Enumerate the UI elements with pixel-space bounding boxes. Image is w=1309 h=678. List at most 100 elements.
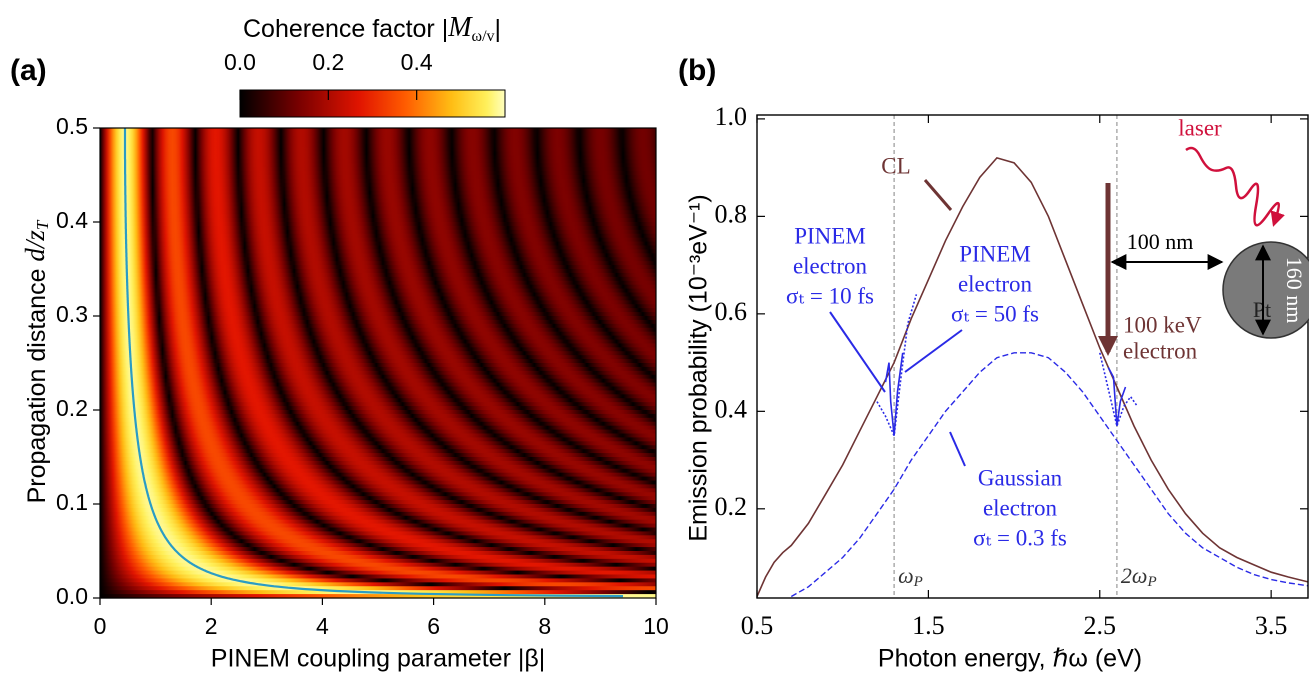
- heatmap-row: [100, 343, 656, 348]
- heatmap-row: [100, 578, 656, 583]
- y-axis-label-symbol: d/z: [20, 230, 50, 262]
- y-tick-label: 0.4: [715, 394, 748, 423]
- annotation-leader: [925, 180, 951, 210]
- heatmap-row: [100, 437, 656, 442]
- gap-label: 100 nm: [1127, 229, 1194, 254]
- marker-subscript: P: [913, 574, 923, 590]
- heatmap-row: [100, 473, 656, 478]
- y-tick-label: 0.5: [56, 113, 88, 139]
- marker-subscript: P: [1146, 574, 1156, 590]
- heatmap-row: [100, 465, 656, 470]
- annotation-leader: [830, 312, 885, 392]
- heatmap-row: [100, 281, 656, 286]
- heatmap-row: [100, 512, 656, 517]
- electron-energy-label: 100 keV: [1123, 312, 1202, 337]
- x-tick-label: 10: [643, 613, 669, 639]
- x-tick-label: 2.5: [1084, 611, 1117, 640]
- heatmap-row: [100, 575, 656, 580]
- heatmap-row: [100, 277, 656, 282]
- colorbar-tick-label: 0.4: [401, 49, 433, 75]
- heatmap-row: [100, 167, 656, 172]
- heatmap-row: [100, 520, 656, 525]
- heatmap-row: [100, 567, 656, 572]
- laser-label: laser: [1178, 115, 1222, 140]
- y-tick-label: 0.4: [56, 207, 88, 233]
- heatmap-row: [100, 289, 656, 294]
- heatmap-row: [100, 492, 656, 497]
- heatmap-row: [100, 582, 656, 587]
- heatmap-row: [100, 528, 656, 533]
- colorbar-tick-label: 0.2: [312, 49, 344, 75]
- heatmap-row: [100, 571, 656, 576]
- heatmap-row: [100, 516, 656, 521]
- heatmap-row: [100, 414, 656, 419]
- heatmap-row: [100, 152, 656, 157]
- heatmap-row: [100, 453, 656, 458]
- y-tick-label: 0.6: [715, 297, 748, 326]
- x-tick-label: 0: [94, 613, 107, 639]
- heatmap-row: [100, 449, 656, 454]
- heatmap-row: [100, 234, 656, 239]
- heatmap-row: [100, 214, 656, 219]
- panel-label: (b): [678, 54, 716, 87]
- heatmap-row: [100, 222, 656, 227]
- heatmap-row: [100, 273, 656, 278]
- laser-wave: [1186, 148, 1279, 225]
- heatmap-row: [100, 383, 656, 388]
- x-tick-label: 4: [316, 613, 329, 639]
- heatmap-row: [100, 328, 656, 333]
- heatmap-row: [100, 312, 656, 317]
- y-axis-label-text: Propagation distance: [23, 262, 51, 504]
- y-tick-label: 0.2: [56, 395, 88, 421]
- colorbar-label-end: |: [495, 15, 502, 43]
- heatmap-row: [100, 351, 656, 356]
- marker-symbol: 2ω: [1121, 563, 1148, 588]
- colorbar-tick-label: 0.0: [224, 49, 256, 75]
- heatmap-row: [100, 132, 656, 137]
- heatmap-row: [100, 367, 656, 372]
- series-annotation: PINEM: [959, 241, 1031, 266]
- heatmap-row: [100, 402, 656, 407]
- heatmap-row: [100, 394, 656, 399]
- heatmap-row: [100, 508, 656, 513]
- heatmap-row: [100, 155, 656, 160]
- y-tick-label: 0.3: [56, 301, 88, 327]
- series-annotation: σₜ = 0.3 fs: [973, 525, 1067, 550]
- y-tick-label: 0.1: [56, 489, 88, 515]
- colorbar-label-symbol: M: [447, 12, 473, 43]
- heatmap-row: [100, 363, 656, 368]
- panel-label: (a): [10, 54, 47, 87]
- heatmap-row: [100, 265, 656, 270]
- heatmap-row: [100, 199, 656, 204]
- colorbar-label-subscript: ω/v: [472, 28, 495, 45]
- heatmap-row: [100, 481, 656, 486]
- heatmap-row: [100, 206, 656, 211]
- heatmap-row: [100, 406, 656, 411]
- heatmap-row: [100, 300, 656, 305]
- colorbar-label: Coherence factor |Mω/v|: [243, 12, 501, 44]
- annotation-leader: [950, 432, 965, 466]
- heatmap-row: [100, 336, 656, 341]
- heatmap-row: [100, 524, 656, 529]
- heatmap-row: [100, 140, 656, 145]
- heatmap-row: [100, 171, 656, 176]
- series-annotation: PINEM: [794, 223, 866, 248]
- colorbar: [240, 90, 505, 117]
- y-tick-label: 1.0: [715, 102, 748, 131]
- marker-symbol: ω: [898, 563, 914, 588]
- y-tick-label: 0.2: [715, 492, 748, 521]
- colorbar-label-text: Coherence factor |: [243, 15, 448, 43]
- heatmap-row: [100, 504, 656, 509]
- heatmap-row: [100, 246, 656, 251]
- heatmap-row: [100, 230, 656, 235]
- inset: laser Pt 160 nm 100 nm 100 keV electron: [1108, 115, 1309, 363]
- marker-label: ωP: [898, 563, 923, 590]
- heatmap-row: [100, 422, 656, 427]
- marker-label: 2ωP: [1121, 563, 1157, 590]
- heatmap-row: [100, 551, 656, 556]
- heatmap-row: [100, 469, 656, 474]
- heatmap-row: [100, 586, 656, 591]
- heatmap-row: [100, 461, 656, 466]
- heatmap-row: [100, 324, 656, 329]
